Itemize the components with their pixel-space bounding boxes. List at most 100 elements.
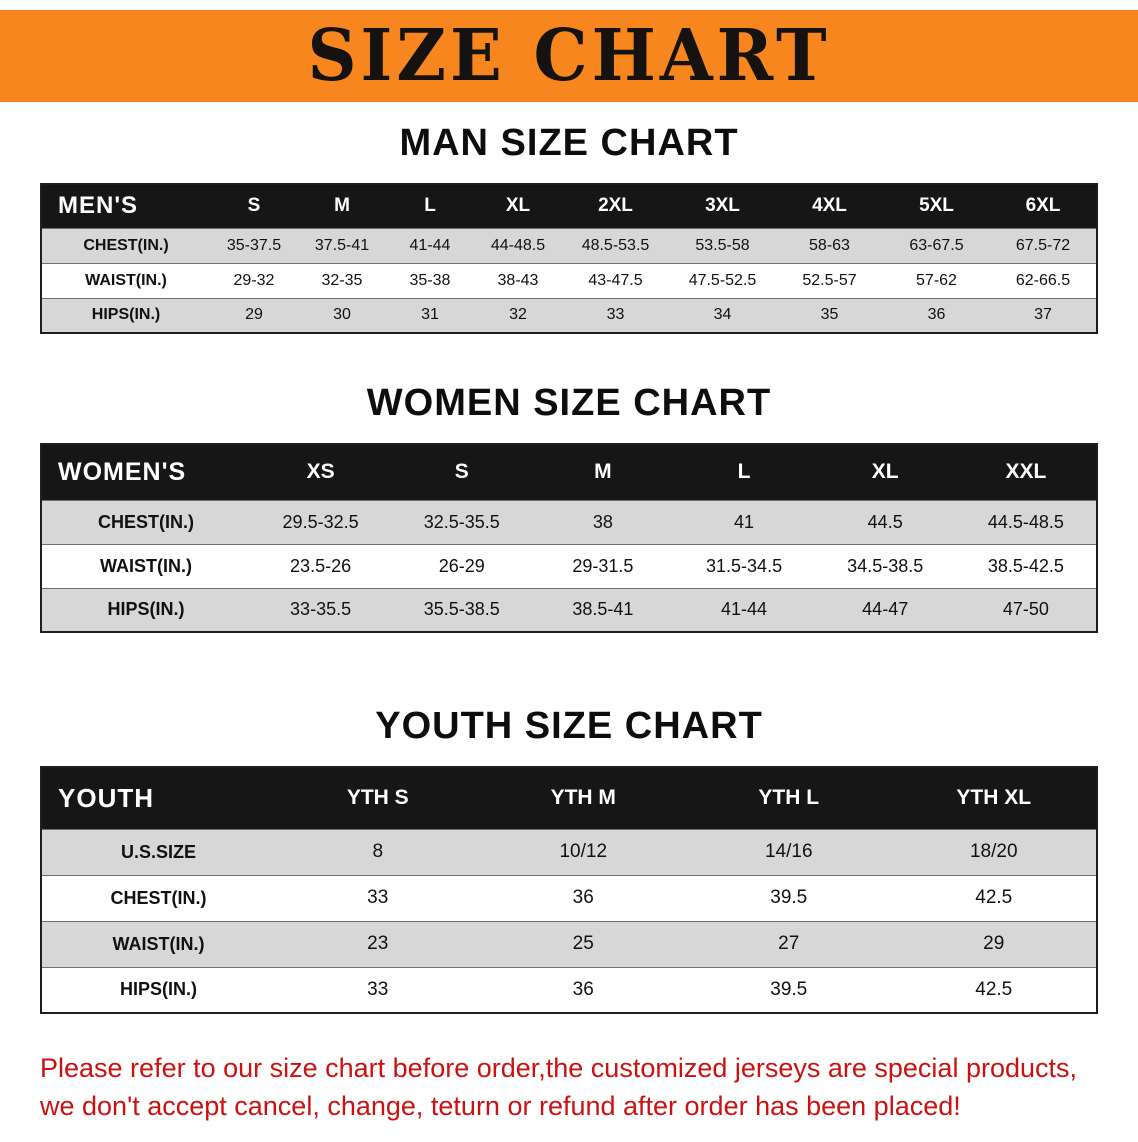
size-header: YTH XL [891,767,1097,829]
header-row: WOMEN'S XS S M L XL XXL [41,444,1097,500]
size-value: 57-62 [916,271,957,289]
table-row: CHEST(IN.) 35-37.5 37.5-41 41-44 44-48.5 48.5… [41,228,1097,263]
women-size-chart: WOMEN SIZE CHART WOMEN'S XS S M L XL XXL CHEST(I… [0,382,1138,633]
size-value: 25 [572,933,594,954]
size-value: 53.5-58 [695,236,750,254]
size-value: 44.5-48.5 [987,511,1064,532]
size-value: 29.5-32.5 [282,511,359,532]
header-row: MEN'S S M L XL 2XL 3XL 4XL 5XL 6XL [41,184,1097,228]
size-value: 34.5-38.5 [847,555,924,576]
footer-notice: Please refer to our size chart before or… [40,1050,1098,1126]
size-value: 32 [509,306,527,324]
measure-label: CHEST(IN.) [110,887,207,908]
table-row: HIPS(IN.) 33-35.5 35.5-38.5 38.5-41 41-44 44-… [41,588,1097,632]
table-row: WAIST(IN.) 23 25 27 29 [41,921,1097,967]
size-header: 3XL [669,184,776,228]
size-header: L [673,444,815,500]
table-row: WAIST(IN.) 29-32 32-35 35-38 38-43 43-47.5 47.… [41,263,1097,298]
size-value: 48.5-53.5 [581,236,650,254]
size-value: 36 [927,306,946,324]
table-row: HIPS(IN.) 33 36 39.5 42.5 [41,967,1097,1013]
youth-table: YOUTH YTH S YTH M YTH L YTH XL U.S.SIZE 8 10/12… [40,766,1098,1014]
size-header: L [386,184,474,228]
notice-line-1: Please refer to our size chart before or… [40,1053,1078,1083]
size-value: 39.5 [770,978,808,1000]
size-header: XL [474,184,562,228]
size-value: 29-31.5 [572,555,634,576]
size-value: 52.5-57 [802,271,857,289]
youth-heading: YOUTH SIZE CHART [375,705,763,747]
size-value: 23 [367,933,389,954]
banner: SIZE CHART [0,10,1138,102]
size-value: 41-44 [721,599,768,620]
table-row: U.S.SIZE 8 10/12 14/16 18/20 [41,829,1097,875]
size-value: 18/20 [969,841,1018,862]
size-value: 67.5-72 [1015,236,1071,254]
size-header: XXL [955,444,1097,500]
size-value: 29 [983,933,1005,954]
women-heading: WOMEN SIZE CHART [366,382,772,424]
size-value: 35 [820,306,839,324]
size-value: 31.5-34.5 [706,555,783,576]
size-value: 58-63 [809,236,850,254]
size-chart-page: SIZE CHART MAN SIZE CHART MEN'S S M L XL 2XL 3X… [0,10,1138,1126]
size-value: 36 [572,978,594,1000]
youth-size-chart: YOUTH SIZE CHART YOUTH YTH S YTH M YTH L YTH … [0,705,1138,1014]
measure-label: U.S.SIZE [120,841,196,862]
measure-label: CHEST(IN.) [83,236,169,254]
table-row: CHEST(IN.) 33 36 39.5 42.5 [41,875,1097,921]
size-value: 38.5-42.5 [987,555,1064,576]
size-header: 6XL [990,184,1097,228]
size-value: 38-43 [497,271,539,289]
size-header: XS [250,444,392,500]
size-value: 44.5 [867,511,903,532]
header-row: YOUTH YTH S YTH M YTH L YTH XL [41,767,1097,829]
size-value: 8 [372,841,384,862]
size-value: 43-47.5 [588,271,643,289]
size-value: 38 [592,511,613,532]
page-title: SIZE CHART [307,14,831,98]
measure-label: CHEST(IN.) [98,511,194,532]
size-value: 30 [333,306,351,324]
size-value: 36 [572,887,594,908]
table-title: WOMEN'S [41,444,250,500]
size-header: YTH M [480,767,686,829]
men-heading: MAN SIZE CHART [399,122,739,164]
size-value: 47.5-52.5 [688,271,757,289]
size-value: 38.5-41 [572,599,634,620]
size-value: 29-32 [233,271,275,289]
size-header: 4XL [776,184,883,228]
measure-label: WAIST(IN.) [112,933,205,954]
size-header: S [391,444,533,500]
measure-label: HIPS(IN.) [119,979,197,1000]
table-row: HIPS(IN.) 29 30 31 32 33 34 35 36 37 [41,298,1097,333]
size-value: 41-44 [409,236,451,254]
size-value: 32.5-35.5 [423,511,500,532]
size-value: 62-66.5 [1015,271,1071,289]
table-row: WAIST(IN.) 23.5-26 26-29 29-31.5 31.5-34.5 34… [41,544,1097,588]
notice-line-2: we don't accept cancel, change, teturn o… [40,1090,961,1121]
measure-label: WAIST(IN.) [100,555,192,576]
size-value: 35-38 [409,271,451,289]
size-header: S [210,184,298,228]
measure-label: HIPS(IN.) [91,306,161,324]
size-value: 33-35.5 [290,599,352,620]
size-value: 44-47 [862,599,909,620]
size-value: 37 [1034,306,1052,324]
size-value: 23.5-26 [290,555,352,576]
size-value: 33 [367,978,389,1000]
size-value: 32-35 [321,271,363,289]
measure-label: HIPS(IN.) [107,599,185,620]
charts: MAN SIZE CHART MEN'S S M L XL 2XL 3XL 4XL 5XL 6XL C… [0,122,1138,1014]
size-value: 41 [734,511,755,532]
size-value: 42.5 [975,887,1013,908]
size-header: M [298,184,386,228]
women-table: WOMEN'S XS S M L XL XXL CHEST(IN.) 29.5-32.5 32.5… [40,443,1098,633]
size-value: 31 [421,306,439,324]
size-header: 5XL [883,184,990,228]
measure-label: WAIST(IN.) [85,271,167,289]
size-header: XL [814,444,956,500]
size-value: 34 [713,306,732,324]
size-value: 27 [778,933,800,954]
size-value: 37.5-41 [314,236,370,254]
